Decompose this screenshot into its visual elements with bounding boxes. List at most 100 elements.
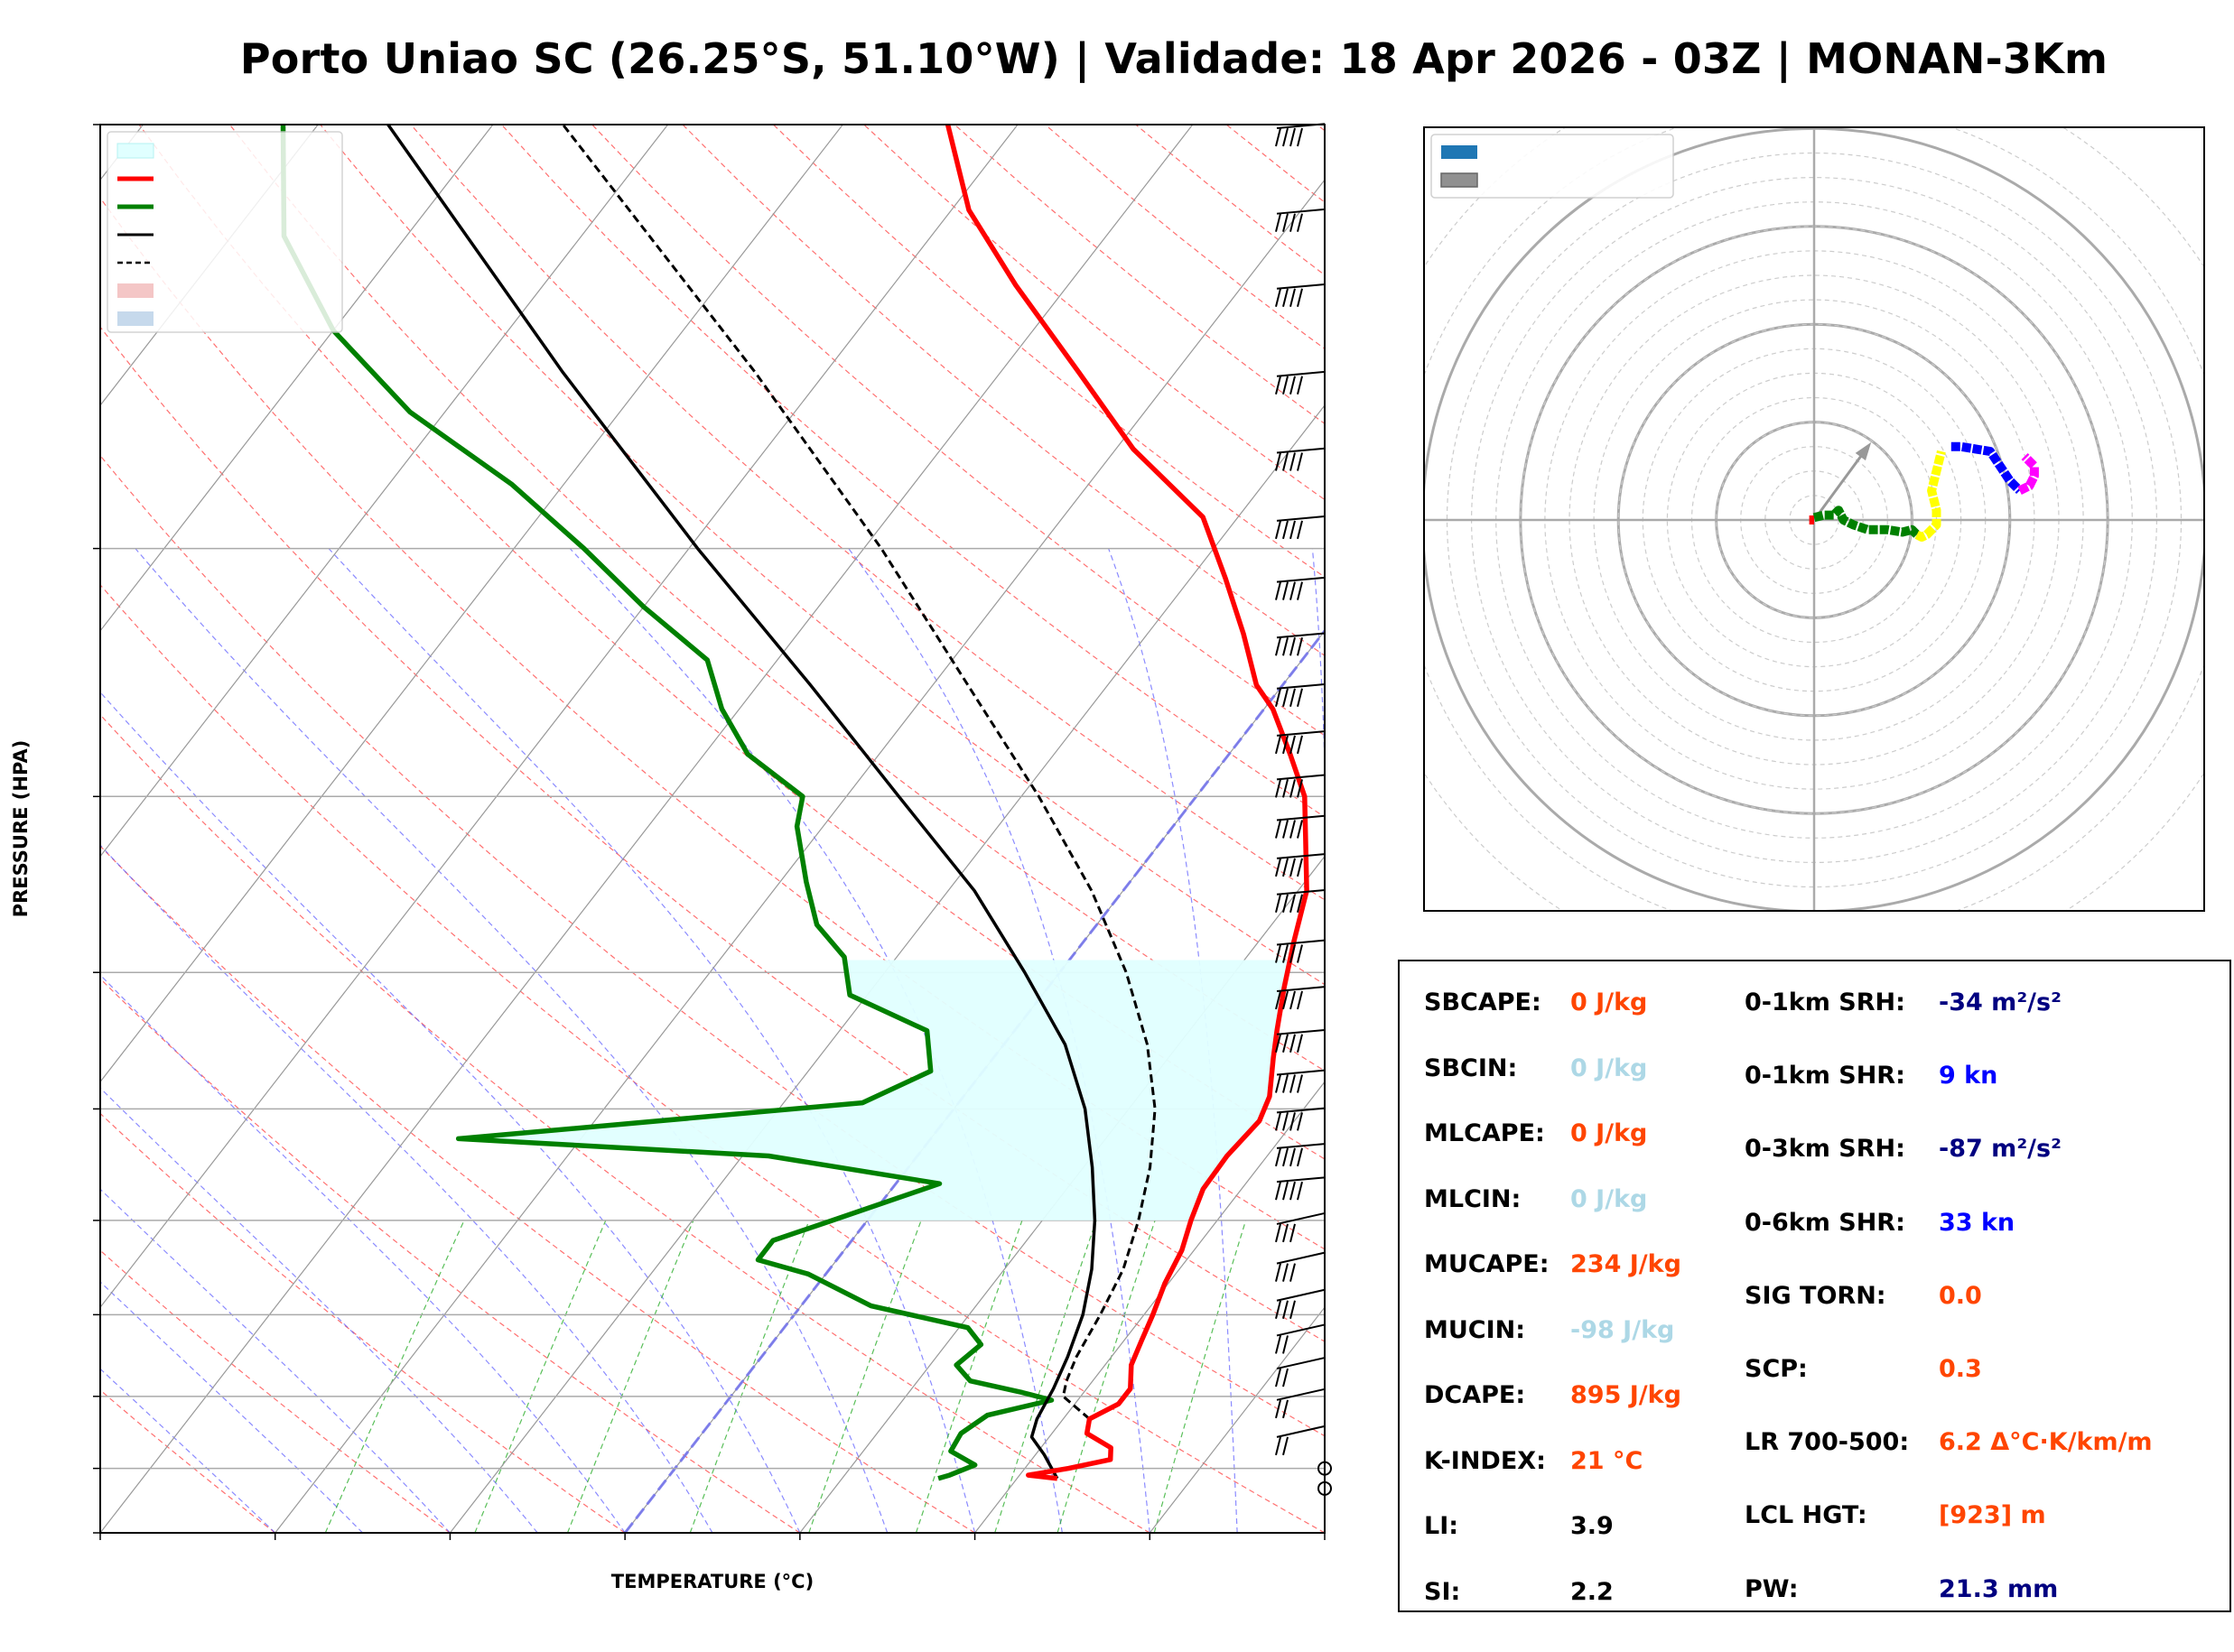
- param-value: -98 J/kg: [1570, 1315, 1675, 1344]
- barb-flag: [1275, 735, 1281, 755]
- barb-flag: [1275, 213, 1281, 232]
- hodo-ring: [1470, 177, 2157, 863]
- isotherm: [1324, 1532, 1325, 1533]
- barb-staff: [1276, 986, 1326, 992]
- barb-flag: [1297, 520, 1303, 540]
- lm-vector: [1812, 445, 1869, 521]
- barb-flag: [1289, 1263, 1296, 1282]
- barb-flag: [1289, 452, 1296, 471]
- param-label: MLCIN:: [1424, 1184, 1522, 1213]
- barb-flag: [1289, 735, 1296, 755]
- mixing-ratio-line: [808, 1220, 922, 1533]
- wind-barb: [1275, 774, 1326, 798]
- param-value: 9 kn: [1939, 1062, 1998, 1091]
- wind-barb: [1275, 1288, 1326, 1319]
- wind-barb: [1275, 682, 1326, 708]
- barb-flag: [1297, 820, 1303, 839]
- barb-flag: [1289, 1181, 1296, 1201]
- param-label: 0-6km SHR:: [1745, 1208, 1905, 1237]
- param-value: 21.3 mm: [1939, 1574, 2059, 1603]
- dry-adiabat: [1135, 125, 1325, 276]
- dry-adiabat: [100, 1249, 451, 1533]
- barb-flag: [1282, 452, 1289, 471]
- barb-flag: [1297, 637, 1303, 656]
- isotherm: [624, 629, 1325, 1533]
- barb-flag: [1289, 894, 1296, 913]
- barb-flag: [1282, 1147, 1289, 1167]
- wind-barb: [1275, 515, 1326, 540]
- param-label: K-INDEX:: [1424, 1446, 1546, 1475]
- wind-barb: [1275, 1143, 1326, 1167]
- barb-flag: [1289, 581, 1296, 600]
- x-axis-label: TEMPERATURE (°C): [611, 1571, 814, 1592]
- dry-adiabat: [682, 125, 1325, 656]
- hodo-ring: [1617, 323, 2011, 717]
- barb-staff: [1276, 1069, 1326, 1076]
- barb-staff: [1276, 447, 1326, 454]
- wind-barb: [1275, 1387, 1326, 1419]
- barb-flag: [1275, 820, 1281, 839]
- param-value: 3.9: [1570, 1512, 1614, 1540]
- barb-flag: [1275, 127, 1281, 147]
- barb-flag: [1275, 376, 1281, 394]
- barb-staff: [1276, 774, 1326, 781]
- barb-flag: [1275, 1181, 1281, 1201]
- barb-flag: [1282, 894, 1289, 913]
- barb-flag: [1282, 735, 1289, 755]
- barb-flag: [1275, 858, 1281, 877]
- barb-flag: [1289, 1223, 1296, 1243]
- calm-wind-circle: [1317, 1480, 1332, 1496]
- dry-adiabat: [228, 125, 1325, 1072]
- hodo-legend-swatch: [1440, 172, 1478, 188]
- dry-adiabat: [100, 978, 801, 1533]
- param-value: 0.0: [1939, 1281, 1982, 1310]
- barb-flag: [1297, 894, 1303, 913]
- hodograph-frame: [1423, 126, 2205, 912]
- barb-flag: [1282, 858, 1289, 877]
- barb-flag: [1297, 1112, 1303, 1131]
- barb-staff: [1276, 1176, 1326, 1183]
- barb-flag: [1282, 1034, 1289, 1053]
- barb-flag: [1282, 376, 1289, 394]
- barb-flag: [1297, 1034, 1303, 1053]
- barb-flag: [1282, 1300, 1289, 1319]
- barb-flag: [1297, 288, 1303, 307]
- barb-flag: [1289, 637, 1296, 656]
- zero-isotherm: [623, 628, 1325, 1533]
- sb-parcel-line: [386, 125, 1097, 1480]
- barb-flag: [1282, 779, 1289, 798]
- barb-staff: [1276, 730, 1326, 737]
- isotherm: [100, 125, 669, 858]
- barb-flag: [1289, 1147, 1296, 1167]
- barb-flag: [1275, 990, 1281, 1010]
- dry-adiabat: [1317, 125, 1325, 132]
- param-label: PW:: [1745, 1574, 1799, 1603]
- barb-staff: [1276, 208, 1326, 215]
- barb-flag: [1297, 1181, 1303, 1201]
- wind-barb: [1275, 1211, 1326, 1243]
- isotherm: [100, 125, 1194, 1533]
- barb-flag: [1289, 127, 1296, 147]
- param-value: 33 kn: [1939, 1208, 2015, 1237]
- barb-flag: [1297, 1147, 1303, 1167]
- param-label: SBCIN:: [1424, 1053, 1518, 1082]
- barb-flag: [1289, 944, 1296, 963]
- barb-staff: [1276, 576, 1326, 583]
- barb-flag: [1297, 990, 1303, 1010]
- wind-barb: [1275, 730, 1326, 755]
- hodo-minor-ring: [1495, 201, 2133, 839]
- isotherm: [100, 125, 494, 632]
- barb-flag: [1289, 1034, 1296, 1053]
- barb-staff: [1276, 1211, 1326, 1225]
- isotherm: [449, 404, 1325, 1533]
- barb-flag: [1275, 581, 1281, 600]
- barb-flag: [1297, 581, 1303, 600]
- barb-flag: [1289, 1112, 1296, 1131]
- barb-flag: [1275, 1436, 1281, 1456]
- isotherm: [100, 125, 843, 1083]
- barb-flag: [1275, 1399, 1281, 1419]
- barb-flag: [1282, 990, 1289, 1010]
- barb-flag: [1275, 452, 1281, 471]
- moist-adiabat: [100, 1281, 364, 1533]
- param-value: 895 J/kg: [1570, 1381, 1681, 1409]
